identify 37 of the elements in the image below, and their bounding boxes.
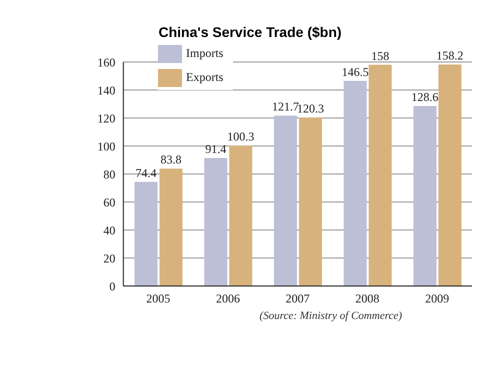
bar [204,158,228,286]
bar [274,116,297,286]
x-tick-label: 2008 [355,292,380,306]
y-tick-label: 140 [97,83,116,98]
x-tick-label: 2005 [146,292,170,306]
bar [298,118,322,286]
y-tick-label: 60 [103,195,116,210]
bar [413,106,436,286]
y-tick-label: 40 [103,223,116,238]
bar [344,80,367,286]
data-label: 91.4 [205,142,226,156]
y-tick-label: 100 [97,139,116,154]
chart-title: China's Service Trade ($bn) [157,24,343,40]
bar [229,146,252,286]
data-label: 74.4 [136,166,156,180]
legend-label: Imports [186,46,224,60]
x-tick-label: 2007 [286,292,310,306]
data-label: 100.3 [227,130,254,144]
bar [438,64,462,286]
y-tick-label: 160 [97,55,116,70]
y-tick-label: 0 [109,279,116,294]
text: (Source: Ministry of Commerce) [258,310,403,322]
data-label: 83.8 [160,152,182,167]
bar [368,64,392,286]
x-tick-label: 2009 [425,292,450,306]
legend-label: Exports [186,70,224,84]
data-label: 121.7 [272,100,299,114]
data-label: 158.2 [436,48,464,63]
data-label: 128.6 [411,90,438,104]
x-tick-label: 2006 [216,292,240,306]
data-label: 146.5 [342,64,369,79]
y-tick-label: 20 [103,251,116,266]
data-label: 158 [371,48,390,63]
bar [160,168,182,286]
y-tick-label: 120 [97,111,116,126]
bar [134,182,158,286]
y-tick-label: 80 [103,167,116,182]
